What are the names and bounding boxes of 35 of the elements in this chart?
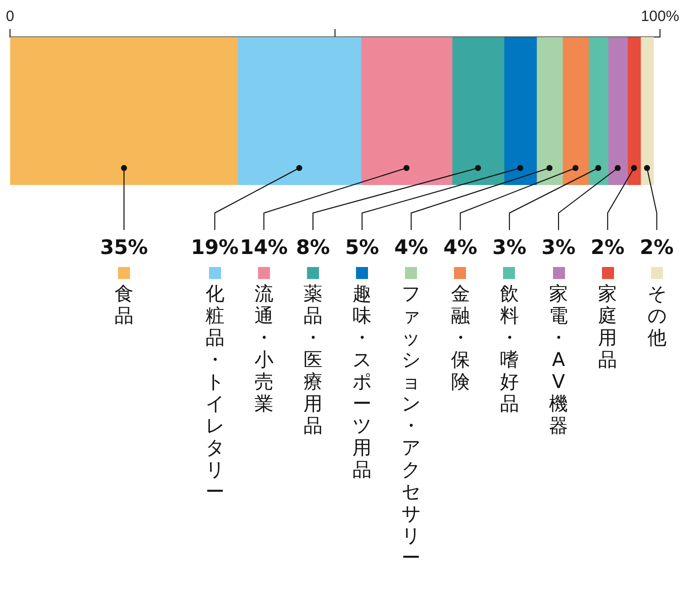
bar <box>452 37 504 185</box>
legend-label: 薬品・医療用品 <box>302 283 323 437</box>
legend-label: 金融・保険 <box>450 283 470 393</box>
data-label: 4% <box>443 235 478 259</box>
bar <box>608 37 628 185</box>
legend-label: 家電・AV機器 <box>548 283 569 437</box>
data-label: 3% <box>492 235 526 259</box>
bar <box>10 37 238 185</box>
bar <box>640 37 654 185</box>
data-label: 19% <box>190 235 239 259</box>
legend-label: 流通・小売業 <box>254 283 274 415</box>
data-label: 5% <box>345 235 380 259</box>
data-label: 4% <box>394 235 428 259</box>
legend-label: 家庭用品 <box>598 283 618 371</box>
bar <box>627 37 641 185</box>
data-label: 3% <box>542 235 576 259</box>
text: 化粧品・トイレタリー <box>205 283 224 503</box>
legend-label: 食品 <box>114 283 134 327</box>
legend-label: その他 <box>646 283 667 349</box>
data-label: 14% <box>240 235 288 259</box>
data-label: 2% <box>640 235 674 259</box>
text: 趣味・スポーツ用品 <box>352 283 372 481</box>
text: ファッション・アクセサリー <box>402 283 421 569</box>
data-label: 2% <box>590 235 625 259</box>
bar <box>360 37 452 185</box>
bar <box>504 37 537 185</box>
bar <box>562 37 589 185</box>
x-tick-label: 100% <box>640 8 680 26</box>
legend-label: 飲料・嗜好品 <box>499 283 520 415</box>
data-label: 8% <box>296 235 330 259</box>
x-tick-label: 0 <box>6 8 14 26</box>
data-label: 35% <box>100 235 148 259</box>
bar <box>536 37 563 185</box>
bar <box>237 37 362 185</box>
bar <box>588 37 608 185</box>
